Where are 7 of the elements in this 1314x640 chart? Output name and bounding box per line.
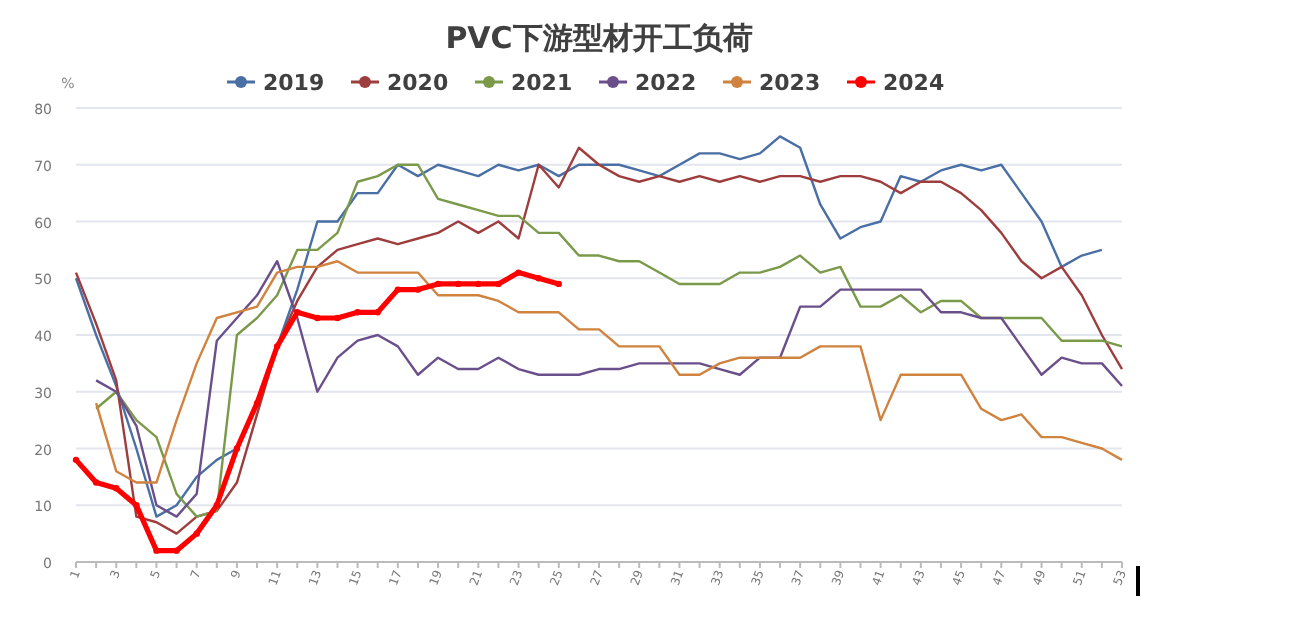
chart-title: PVC下游型材开工负荷	[445, 20, 753, 56]
legend-label: 2023	[759, 70, 821, 96]
legend-label: 2024	[883, 70, 945, 96]
legend-label: 2022	[635, 70, 697, 96]
legend-label: 2019	[263, 70, 325, 96]
legend-label: 2021	[511, 70, 573, 96]
legend-label: 2020	[387, 70, 449, 96]
